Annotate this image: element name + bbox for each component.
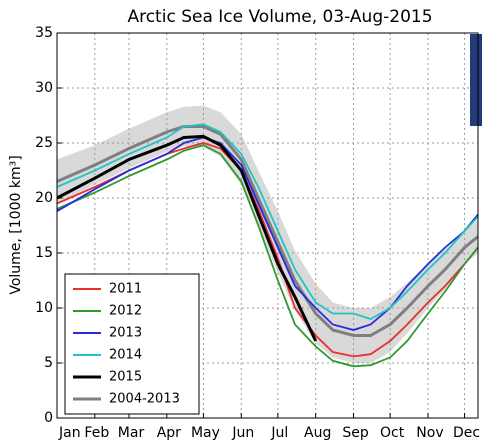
x-tick-label: Mar <box>118 425 145 441</box>
x-tick-label: Apr <box>157 425 181 441</box>
x-tick-label: Jul <box>270 425 288 441</box>
legend-box <box>64 273 200 415</box>
series-line <box>56 136 479 331</box>
series-line <box>56 125 479 337</box>
y-tick-label: 30 <box>35 80 53 96</box>
plot-area <box>56 32 479 419</box>
y-tick-label: 15 <box>35 245 53 261</box>
x-tick-label: Nov <box>416 425 443 441</box>
x-tick-label: Dec <box>453 425 480 441</box>
series-line <box>56 123 479 320</box>
y-tick-label: 25 <box>35 135 53 151</box>
y-axis-label: Volume, [1000 km³] <box>8 155 24 294</box>
x-tick-label: May <box>191 425 220 441</box>
x-tick-label: Oct <box>380 425 405 441</box>
legend-label: 2012 <box>109 304 142 319</box>
x-tick-label: Jun <box>231 425 254 441</box>
logo-badge <box>470 34 482 126</box>
legend-label: 2013 <box>109 326 142 341</box>
plot-frame <box>56 32 479 419</box>
y-tick-label: 5 <box>44 355 53 371</box>
legend-label: 2015 <box>109 370 142 385</box>
y-tick-label: 35 <box>35 25 53 41</box>
chart-title: Arctic Sea Ice Volume, 03-Aug-2015 <box>127 7 432 27</box>
x-tick-label: Jan <box>58 425 81 441</box>
x-tick-label: Sep <box>342 425 369 441</box>
series-line <box>56 144 479 368</box>
legend-label: 2011 <box>109 282 142 297</box>
legend-label: 2004-2013 <box>109 392 180 407</box>
x-tick-label: Aug <box>304 425 331 441</box>
series-line <box>56 142 479 358</box>
y-tick-label: 20 <box>35 190 53 206</box>
x-tick-label: Feb <box>84 425 109 441</box>
series-line <box>56 134 318 342</box>
legend-label: 2014 <box>109 348 142 363</box>
y-tick-label: 0 <box>44 410 53 426</box>
y-tick-label: 10 <box>35 300 53 316</box>
